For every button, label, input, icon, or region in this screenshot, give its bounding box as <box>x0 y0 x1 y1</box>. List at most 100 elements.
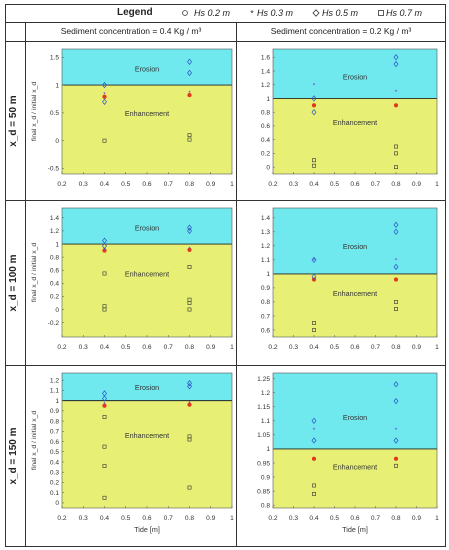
data-point-hs07 <box>187 137 192 142</box>
data-point-hs03: * <box>395 257 398 264</box>
data-point-hs05 <box>102 242 107 250</box>
border-row1 <box>5 200 446 201</box>
y-tick-label: 1.2 <box>50 377 59 384</box>
data-point-hs07 <box>394 463 398 468</box>
y-tick-label: 0 <box>55 138 59 145</box>
data-point-hs02 <box>393 277 399 282</box>
x-tick-label: 0.7 <box>371 181 380 188</box>
data-point-hs07 <box>102 138 107 143</box>
data-point-hs02 <box>102 403 107 408</box>
erosion-zone <box>273 373 437 449</box>
x-tick-label: 0.3 <box>79 344 88 351</box>
data-point-hs02 <box>393 456 399 461</box>
data-point-hs05 <box>187 224 192 231</box>
legend-marker-diamond <box>312 9 320 17</box>
y-tick-label: 0.9 <box>261 474 270 481</box>
legend-item-hs02: Hs 0.2 m <box>194 8 231 18</box>
y-axis-label: final x_d / initial x_d <box>31 82 38 142</box>
y-tick-label: 1.2 <box>261 390 270 397</box>
x-tick-label: 0.3 <box>79 515 88 522</box>
x-tick-label: 0.8 <box>185 181 194 188</box>
row-label-2: x_d = 150 m <box>8 427 19 485</box>
legend-marker-square <box>378 10 384 16</box>
data-point-hs02 <box>311 103 317 108</box>
x-tick-label: 1 <box>230 344 234 351</box>
enhancement-label: Enhancement <box>333 289 377 298</box>
x-tick-label: 0.2 <box>57 181 66 188</box>
data-point-hs07 <box>187 307 192 312</box>
x-tick-label: 0.8 <box>185 344 194 351</box>
data-point-hs05 <box>311 256 317 264</box>
border-right <box>445 4 446 547</box>
y-tick-label: 1.4 <box>261 215 270 222</box>
x-tick-label: 0.7 <box>164 515 173 522</box>
enhancement-zone <box>273 448 437 508</box>
y-tick-label: 0.7 <box>261 313 270 320</box>
x-axis-label: Tide [m] <box>134 525 160 534</box>
y-tick-label: 0 <box>55 307 59 314</box>
chart-panel-r3c2: Erosion Enhancement 0.2 0.3 0.4 0.5 0.6 0.7 0.8 0… <box>257 372 439 534</box>
y-tick-label: -0.5 <box>48 166 60 173</box>
data-point-hs07 <box>394 165 398 170</box>
y-axis-label: final x_d / initial x_d <box>31 411 38 471</box>
y-tick-label: 0.2 <box>50 480 59 487</box>
erosion-zone <box>62 208 232 245</box>
data-point-hs02 <box>187 402 192 407</box>
x-tick-label: 0.3 <box>79 181 88 188</box>
column-header-0: Sediment concentration = 0.4 Kg / m³ <box>60 26 202 36</box>
data-point-hs05 <box>187 383 192 390</box>
data-point-hs05 <box>393 397 399 405</box>
x-tick-label: 0.8 <box>391 515 400 522</box>
x-tick-label: 0.9 <box>206 344 215 351</box>
data-point-hs05 <box>393 437 399 444</box>
enhancement-zone <box>62 400 232 508</box>
x-tick-label: 0.9 <box>412 515 421 522</box>
erosion-zone <box>62 49 232 86</box>
y-tick-label: 1.4 <box>50 215 59 222</box>
y-tick-label: 1.1 <box>261 257 270 264</box>
x-tick-label: 0.4 <box>309 181 318 188</box>
y-tick-label: 1.4 <box>261 68 270 75</box>
x-axis-label: Tide [m] <box>342 525 368 534</box>
x-tick-label: 0.4 <box>309 515 318 522</box>
data-point-hs07 <box>102 271 107 276</box>
enhancement-zone <box>273 273 437 337</box>
x-tick-label: 0.2 <box>57 515 66 522</box>
data-point-hs03: * <box>103 247 106 254</box>
data-point-hs03: * <box>188 246 191 253</box>
x-tick-label: 1 <box>435 181 439 188</box>
erosion-zone <box>273 208 437 274</box>
enhancement-label: Enhancement <box>125 431 169 440</box>
data-point-hs05 <box>187 227 192 235</box>
y-tick-label: 1.3 <box>261 229 270 236</box>
border-rowlabel <box>25 22 26 547</box>
x-tick-label: 0.2 <box>268 515 277 522</box>
data-point-hs07 <box>394 300 398 304</box>
enhancement-label: Enhancement <box>125 109 169 118</box>
chart-panel-r3c1: Erosion Enhancement 0.2 0.3 0.4 0.5 0.6 0.7 0.8 0… <box>31 372 234 534</box>
y-tick-label: -0.2 <box>48 320 60 327</box>
data-point-hs05 <box>393 228 399 236</box>
border-top <box>5 4 446 5</box>
y-tick-label: 0.8 <box>50 418 59 425</box>
data-point-hs03: * <box>103 92 106 99</box>
data-point-hs02 <box>393 103 399 108</box>
y-tick-label: 0.6 <box>261 327 270 334</box>
data-point-hs07 <box>102 415 107 419</box>
data-point-hs05 <box>393 60 399 68</box>
data-point-hs03: * <box>313 257 316 264</box>
x-tick-label: 0.3 <box>289 344 298 351</box>
data-point-hs07 <box>312 158 316 163</box>
x-tick-label: 1 <box>230 515 234 522</box>
y-tick-label: 1.25 <box>257 376 270 383</box>
x-tick-label: 0.7 <box>371 344 380 351</box>
y-tick-label: 0 <box>266 164 270 171</box>
data-point-hs05 <box>393 381 399 388</box>
erosion-label: Erosion <box>343 413 367 422</box>
legend-item-hs05: Hs 0.5 m <box>322 8 359 18</box>
data-point-hs05 <box>393 221 399 229</box>
chart-panel-r2c2: Erosion Enhancement 0.2 0.3 0.4 0.5 0.6 0.7 0.8 0… <box>261 207 439 351</box>
x-tick-label: 1 <box>435 515 439 522</box>
x-tick-label: 0.9 <box>412 344 421 351</box>
data-point-hs07 <box>312 328 316 332</box>
